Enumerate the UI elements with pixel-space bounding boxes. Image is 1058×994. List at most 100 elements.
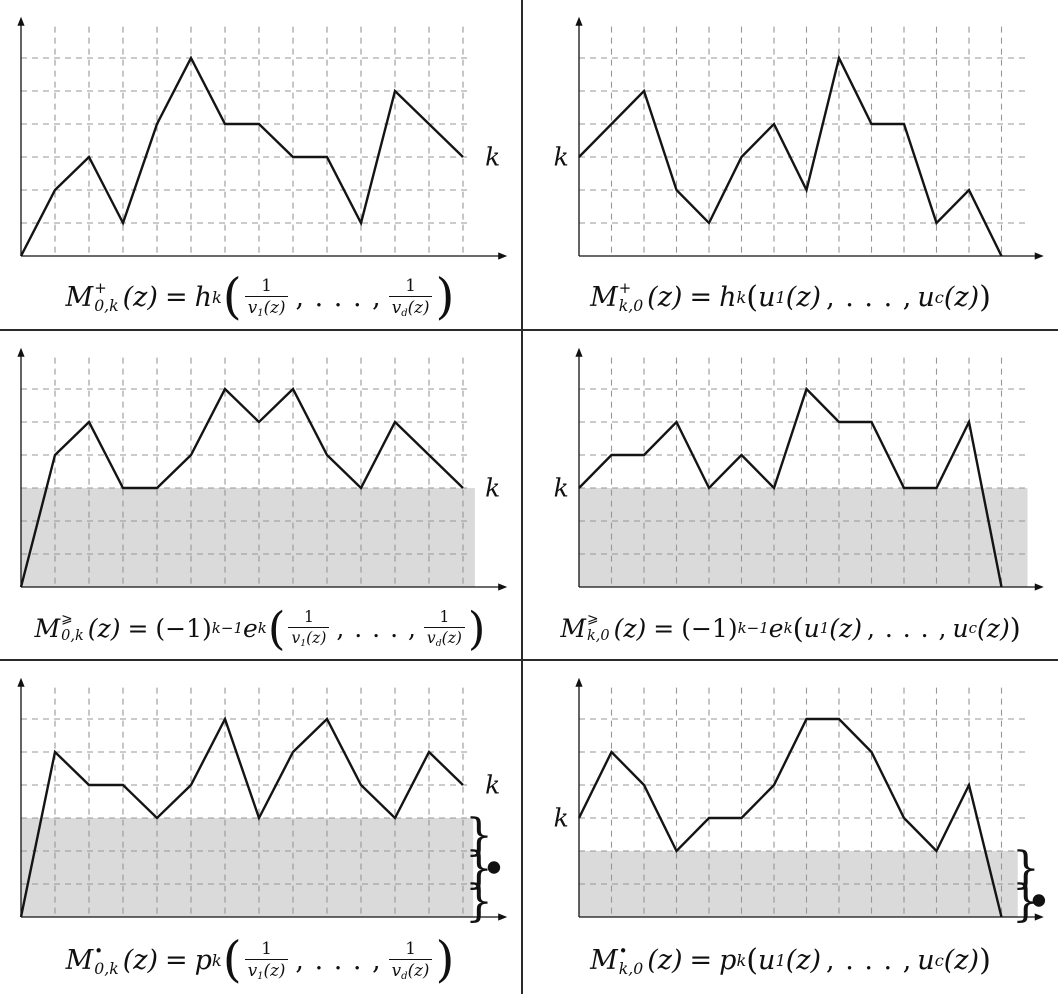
shade-region <box>579 488 1028 587</box>
brace-icon: } <box>465 810 493 861</box>
ellipsis: , . . . , <box>336 613 417 643</box>
sub-1: 1 <box>257 308 264 320</box>
y-axis-arrow-icon <box>17 16 25 26</box>
p-symbol: p <box>194 945 212 976</box>
right-paren: ) <box>979 943 991 978</box>
ellipsis: , . . . , <box>866 613 948 643</box>
M-subscript: k,0 <box>618 296 644 316</box>
geqslant-superscript: ⩾ <box>586 611 599 628</box>
k-label: k <box>485 771 500 800</box>
numerator: 1 <box>405 937 416 958</box>
v-symbol: v <box>426 628 436 647</box>
v-symbol: v <box>291 628 301 647</box>
M-symbol: M <box>590 282 618 313</box>
minus-one: (−1) <box>155 613 212 643</box>
numerator: 1 <box>405 274 416 295</box>
numerator: 1 <box>261 274 272 295</box>
sub-d: d <box>401 308 408 320</box>
panel-middle-left: k M ⩾ 0,k (z) = (−1) k−1 e k ( 1 v1(z) , . . . … <box>0 331 521 659</box>
equals-sign: = <box>127 613 149 643</box>
k-minus-1-superscript: k−1 <box>211 619 243 637</box>
numerator: 1 <box>261 937 272 958</box>
k-label: k <box>485 474 500 503</box>
fraction-v1: 1 v1(z) <box>244 937 289 984</box>
k-subscript: k <box>736 288 747 307</box>
denominator: vd(z) <box>423 626 465 650</box>
ellipsis: , . . . , <box>295 282 382 313</box>
M-supsub: • 0,k <box>94 943 118 977</box>
lattice-path <box>19 387 464 588</box>
denominator: v1(z) <box>244 296 289 320</box>
z-arg: (z) <box>122 945 158 976</box>
sub-c: c <box>968 619 978 637</box>
lattice-path-plot-bottom-left: k}}} <box>17 677 508 927</box>
fraction-v1: 1 v1(z) <box>244 274 289 321</box>
right-paren: ) <box>467 601 486 655</box>
k-label: k <box>554 474 569 503</box>
bullet-superscript: • <box>94 942 104 961</box>
bullet-icon <box>1032 894 1046 907</box>
shade-region <box>21 488 475 587</box>
M-supsub: • k,0 <box>619 943 643 977</box>
z-arg: (z) <box>441 628 462 647</box>
lattice-path-plot-middle-right: k <box>554 347 1044 591</box>
ellipsis: , . . . , <box>826 945 913 976</box>
M-supsub: +0,k <box>94 280 118 314</box>
ellipsis: , . . . , <box>295 945 382 976</box>
sub-c: c <box>934 288 944 307</box>
k-subscript: k <box>257 619 267 637</box>
z-arg: (z) <box>306 628 327 647</box>
lattice-path-plot-bottom-right: k}} <box>554 677 1046 927</box>
equals-sign: = <box>653 613 675 643</box>
x-axis-arrow-icon <box>1034 583 1044 591</box>
shade-region <box>21 818 474 917</box>
z-arg: (z) <box>263 960 286 981</box>
sub-1: 1 <box>257 971 264 983</box>
left-paren: ( <box>746 280 759 315</box>
e-symbol: e <box>768 613 784 643</box>
fraction-v1: 1 v1(z) <box>288 607 330 650</box>
M-symbol: M <box>65 282 94 313</box>
p-symbol: p <box>719 945 737 976</box>
equals-sign: = <box>689 282 713 313</box>
M-supsub: ⩾ 0,k <box>61 611 84 644</box>
denominator: v1(z) <box>244 959 289 983</box>
M-symbol: M <box>560 613 586 643</box>
v-symbol: v <box>391 960 402 981</box>
k-label: k <box>554 143 569 172</box>
lattice-path-plot-middle-left: k <box>17 347 508 591</box>
left-paren: ( <box>222 269 242 326</box>
u-symbol: u <box>803 613 820 643</box>
M-supsub: ⩾ k,0 <box>586 611 610 644</box>
x-axis-arrow-icon <box>498 583 508 591</box>
v-symbol: v <box>247 297 258 318</box>
caption-middle-left: M ⩾ 0,k (z) = (−1) k−1 e k ( 1 v1(z) , . . . , … <box>0 597 521 659</box>
lattice-path <box>577 717 1003 918</box>
z-arg: (z) <box>122 282 158 313</box>
fraction-vd: 1 vd(z) <box>388 274 433 321</box>
brace-icon: } <box>465 876 493 927</box>
z-arg: (z) <box>407 297 430 318</box>
z-arg: (z) <box>263 297 286 318</box>
denominator: vd(z) <box>388 296 433 320</box>
sub-d: d <box>435 637 442 649</box>
left-paren: ( <box>792 611 804 645</box>
denominator: vd(z) <box>388 959 433 983</box>
z-arg: (z) <box>785 282 822 313</box>
row-divider-2 <box>0 659 1058 661</box>
left-paren: ( <box>746 943 759 978</box>
u-symbol: u <box>758 282 776 313</box>
numerator: 1 <box>303 607 314 626</box>
k-minus-1-superscript: k−1 <box>737 619 769 637</box>
h-symbol: h <box>194 282 212 313</box>
denominator: v1(z) <box>288 626 330 650</box>
M-symbol: M <box>34 613 61 643</box>
M-symbol: M <box>590 945 618 976</box>
u-symbol: u <box>917 945 935 976</box>
x-axis-arrow-icon <box>498 913 508 921</box>
sub-1: 1 <box>775 288 786 307</box>
